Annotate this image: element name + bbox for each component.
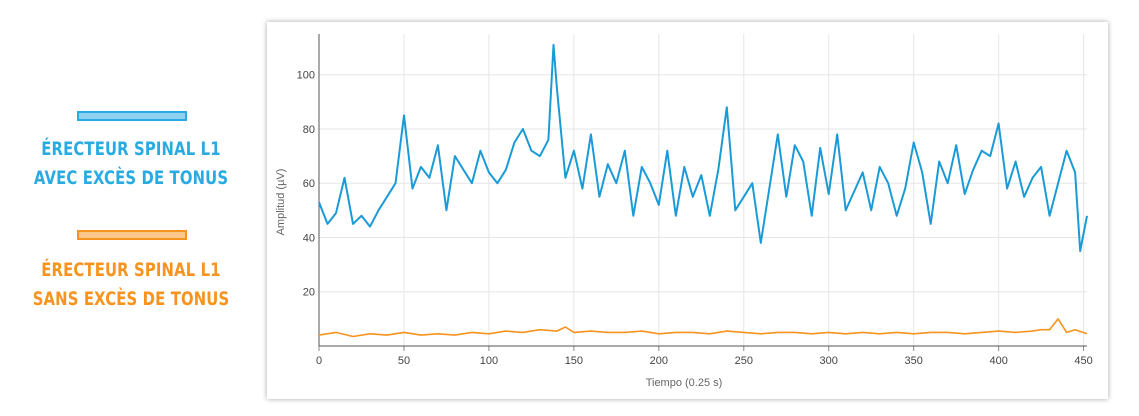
y-tick-label: 40	[303, 232, 315, 244]
x-tick-label: 450	[1074, 355, 1092, 367]
grid-lines	[319, 34, 1087, 346]
legend-swatch-without-tonus	[77, 230, 187, 240]
line-chart: 0 50 100 150 200 250 300 350 400 450 20 40 60 80 100 T…	[275, 34, 1093, 389]
series-line-0	[318, 43, 1088, 252]
legend: ÉRECTEUR SPINAL L1 AVEC EXCÈS DE TONUS É…	[0, 0, 262, 416]
legend-label-line2: SANS EXCÈS DE TONUS	[32, 288, 230, 310]
y-tick-label: 100	[297, 70, 315, 82]
legend-label-line2: AVEC EXCÈS DE TONUS	[33, 167, 229, 189]
x-tick-label: 50	[398, 355, 410, 367]
y-tick-label: 20	[303, 287, 315, 299]
chart-card: 0 50 100 150 200 250 300 350 400 450 20 40 60 80 100 T…	[267, 22, 1108, 399]
legend-label-line1: ÉRECTEUR SPINAL L1	[41, 259, 221, 281]
legend-label-without-tonus: ÉRECTEUR SPINAL L1 SANS EXCÈS DE TONUS	[29, 256, 233, 314]
legend-label-with-tonus: ÉRECTEUR SPINAL L1 AVEC EXCÈS DE TONUS	[29, 135, 233, 193]
x-tick-label: 200	[650, 355, 668, 367]
x-tick-label: 350	[905, 355, 923, 367]
x-tick-label: 250	[735, 355, 753, 367]
y-tick-label: 60	[303, 178, 315, 190]
tick-labels: 0 50 100 150 200 250 300 350 400 450 20 40 60 80 100	[297, 70, 1093, 367]
x-tick-label: 400	[989, 355, 1007, 367]
legend-label-line1: ÉRECTEUR SPINAL L1	[41, 138, 221, 160]
axes	[318, 34, 1087, 351]
x-tick-label: 150	[565, 355, 583, 367]
x-tick-label: 300	[820, 355, 838, 367]
legend-swatch-with-tonus	[77, 111, 187, 121]
series-lines	[318, 43, 1088, 338]
series-line-1	[318, 318, 1088, 338]
x-tick-label: 0	[316, 355, 322, 367]
x-tick-label: 100	[480, 355, 498, 367]
y-tick-label: 80	[303, 124, 315, 136]
y-axis-label: Amplitud (µV)	[275, 169, 287, 236]
x-axis-label: Tiempo (0.25 s)	[646, 377, 723, 389]
